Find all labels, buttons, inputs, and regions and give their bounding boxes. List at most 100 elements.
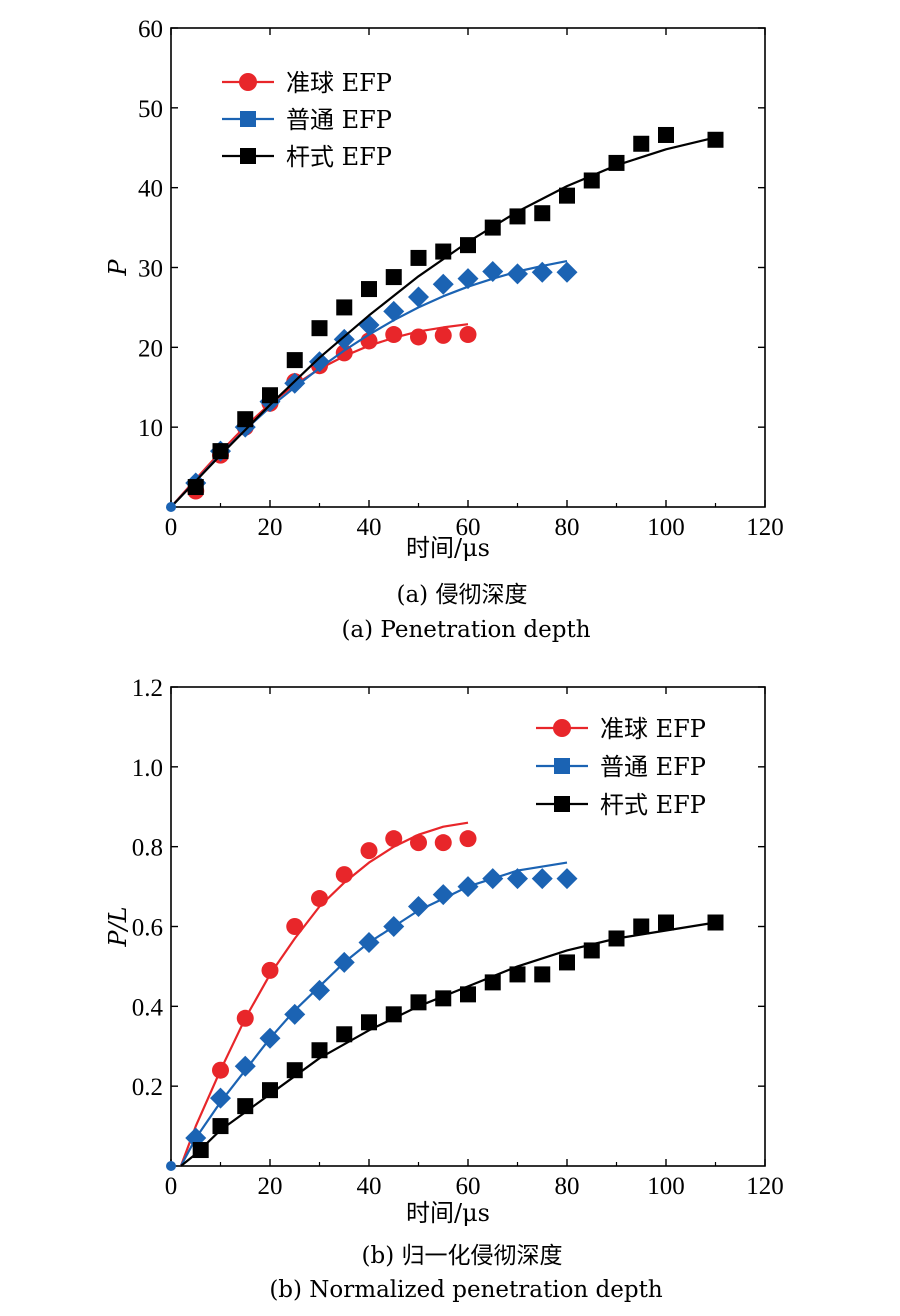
chart-b-series-2-point — [286, 1062, 303, 1079]
chart-b-series-2-point — [192, 1142, 209, 1159]
chart-b-x-tick-label: 20 — [258, 1173, 283, 1200]
chart-a-series-2-point — [262, 387, 278, 404]
chart-a-y-tick-label: 30 — [138, 256, 163, 283]
chart-b-series-0-point — [385, 830, 403, 848]
chart-a-series-2-point — [583, 172, 600, 189]
chart-b-series-2-point — [262, 1082, 278, 1099]
chart-a-series-2-point — [509, 208, 526, 225]
chart-b-series-0-point — [311, 890, 328, 908]
chart-a-series-2-point — [212, 443, 229, 460]
chart-a-series-2-point — [559, 187, 575, 204]
chart-a-series-1-point — [358, 314, 380, 336]
chart-a-series-2-point — [361, 281, 377, 298]
chart-b-series-0-point — [212, 1061, 229, 1079]
chart-a-series-2-point — [187, 479, 204, 496]
chart-b-x-tick-label: 100 — [647, 1173, 685, 1200]
chart-b-y-tick-label: 1.2 — [132, 675, 163, 702]
chart-b-series-0-point — [286, 918, 304, 935]
chart-b-series-0-point — [335, 866, 353, 884]
chart-a-y-tick-label: 20 — [138, 335, 163, 362]
chart-b: 0 20 40 60 80 100 120 0.2 0.4 0.6 0.8 1.0 1.2 时间/μs P/… — [104, 675, 784, 1303]
chart-a-plot-frame — [170, 27, 766, 508]
chart-a-series-2-point — [608, 154, 625, 171]
chart-a-x-tick-label: 80 — [555, 514, 580, 541]
chart-b-series-2-fit-line — [180, 921, 716, 1167]
chart-a-x-tick-label: 20 — [258, 514, 283, 541]
chart-b-series-1-point — [383, 916, 405, 937]
chart-a-legend-label-2: 杆式 EFP — [286, 143, 392, 171]
chart-a-series-1-fit-line — [170, 260, 568, 508]
chart-b-series-0-point — [236, 1009, 254, 1027]
chart-b-series-0-point — [261, 961, 279, 979]
chart-b-x-tick-label: 80 — [555, 1173, 580, 1200]
chart-b-series-1-point — [333, 951, 355, 973]
chart-b-series-0-point — [459, 830, 477, 848]
chart-a-series-2-point — [484, 219, 501, 236]
chart-a-series-1-point — [531, 261, 553, 283]
chart-b-x-tick-label: 0 — [165, 1173, 178, 1200]
chart-a-series-2-point — [460, 237, 476, 254]
chart-a-series-2-point — [237, 411, 254, 428]
chart-b-series-1-point — [234, 1055, 256, 1077]
chart-b-origin-point — [166, 1161, 176, 1171]
chart-a-caption-zh: (a) 侵彻深度 — [397, 582, 528, 608]
chart-a-x-tick-label: 40 — [357, 514, 382, 541]
chart-a-series-2-point — [534, 205, 551, 222]
chart-b-series-2-point — [484, 974, 501, 991]
chart-b-x-tick-label: 40 — [357, 1173, 382, 1200]
chart-b-series-1-point — [358, 931, 380, 953]
chart-b-series-2 — [180, 914, 724, 1167]
chart-a-y-tick-label: 40 — [138, 176, 163, 203]
chart-a-legend-marker-1 — [240, 111, 256, 127]
chart-b-series-2-point — [534, 966, 551, 983]
chart-b-legend: 准球 EFP 普通 EFP 杆式 EFP — [536, 715, 706, 819]
chart-b-series-2-point — [707, 914, 724, 931]
chart-a-series-0 — [170, 323, 477, 508]
chart-a-legend: 准球 EFP 普通 EFP 杆式 EFP — [222, 69, 392, 171]
chart-a-series-1-point — [457, 268, 479, 290]
chart-a-series-2-fit-line — [170, 136, 716, 508]
chart-b-legend-marker-1 — [554, 758, 570, 774]
chart-a-legend-marker-0 — [239, 73, 257, 91]
chart-a-series-1-point — [284, 372, 306, 394]
chart-b-legend-marker-2 — [554, 796, 570, 812]
chart-b-y-axis-title: P/L — [104, 906, 132, 947]
chart-b-series-2-point — [435, 990, 452, 1007]
chart-b-series-2-point — [658, 914, 674, 931]
chart-b-series-1-point — [259, 1027, 281, 1049]
chart-b-series-1 — [179, 861, 578, 1167]
chart-a-series-0-point — [459, 326, 477, 344]
chart-a-series-2-point — [707, 131, 724, 148]
chart-b-series-2-point — [410, 994, 427, 1011]
chart-a-series-1-point — [333, 328, 355, 350]
chart-b-x-tick-label: 120 — [746, 1173, 784, 1200]
chart-b-series-2-point — [608, 930, 625, 947]
chart-b-series-2-point — [336, 1026, 353, 1043]
chart-a-y-axis-title: P — [104, 259, 132, 277]
chart-b-x-tick-label: 60 — [456, 1173, 481, 1200]
chart-a-y-tick-label: 50 — [138, 96, 163, 123]
chart-a-series-2-point — [311, 320, 328, 337]
chart-a-series-1-point — [507, 263, 528, 285]
chart-b-y-tick-label: 1.0 — [132, 755, 163, 782]
chart-b-series-1-point — [210, 1087, 231, 1109]
chart-a-series-1-point — [432, 273, 454, 295]
chart-b-legend-label-0: 准球 EFP — [600, 715, 706, 743]
chart-b-series-1-point — [284, 1003, 306, 1025]
chart-b-y-tick-label: 0.4 — [132, 994, 164, 1021]
chart-a-x-tick-label: 100 — [647, 514, 685, 541]
chart-b-series-1-point — [531, 868, 553, 890]
chart-b-series-1-point — [507, 868, 528, 890]
chart-b-series-2-point — [559, 954, 575, 971]
chart-b-series-0-point — [434, 834, 452, 852]
chart-b-series-2-point — [385, 1006, 402, 1023]
chart-b-legend-label-1: 普通 EFP — [600, 753, 706, 781]
chart-a-x-tick-label: 120 — [746, 514, 784, 541]
chart-a-series-0-point — [434, 326, 452, 344]
chart-b-series-1-point — [556, 868, 578, 890]
chart-b-y-tick-label: 0.2 — [132, 1074, 163, 1101]
chart-a-series-0-point — [410, 328, 427, 346]
chart-a-legend-label-0: 准球 EFP — [286, 69, 392, 97]
chart-b-series-0 — [179, 821, 477, 1167]
chart-b-legend-label-2: 杆式 EFP — [600, 791, 706, 819]
